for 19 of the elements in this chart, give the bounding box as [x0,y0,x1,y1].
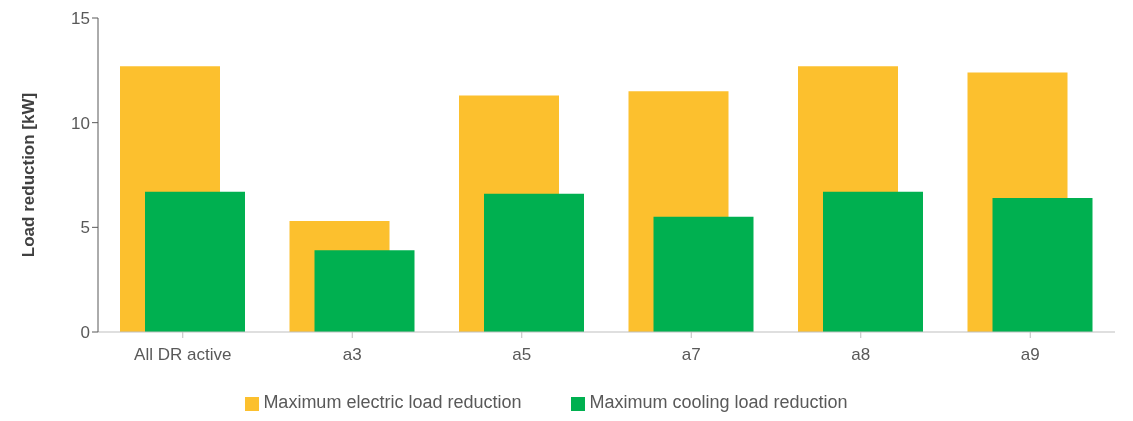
y-tick-label: 15 [71,9,90,29]
x-tick-label: All DR active [134,345,232,365]
legend-label: Maximum cooling load reduction [589,392,848,412]
x-tick-label: a5 [512,345,532,365]
y-tick-label: 5 [80,218,90,238]
bar [484,193,584,332]
bar [314,250,415,332]
x-tick-label: a9 [1020,345,1040,365]
legend-label: Maximum electric load reduction [263,392,522,412]
bar [145,191,245,332]
bar [823,191,923,332]
bar [992,198,1093,332]
y-tick-label: 10 [71,113,90,133]
x-tick-label: a3 [342,345,362,365]
y-axis-title: Load reduction [kW] [19,92,39,258]
x-tick-label: a7 [681,345,701,365]
y-tick-label: 0 [80,323,90,343]
x-tick-label: a8 [851,345,871,365]
bar [653,216,754,332]
